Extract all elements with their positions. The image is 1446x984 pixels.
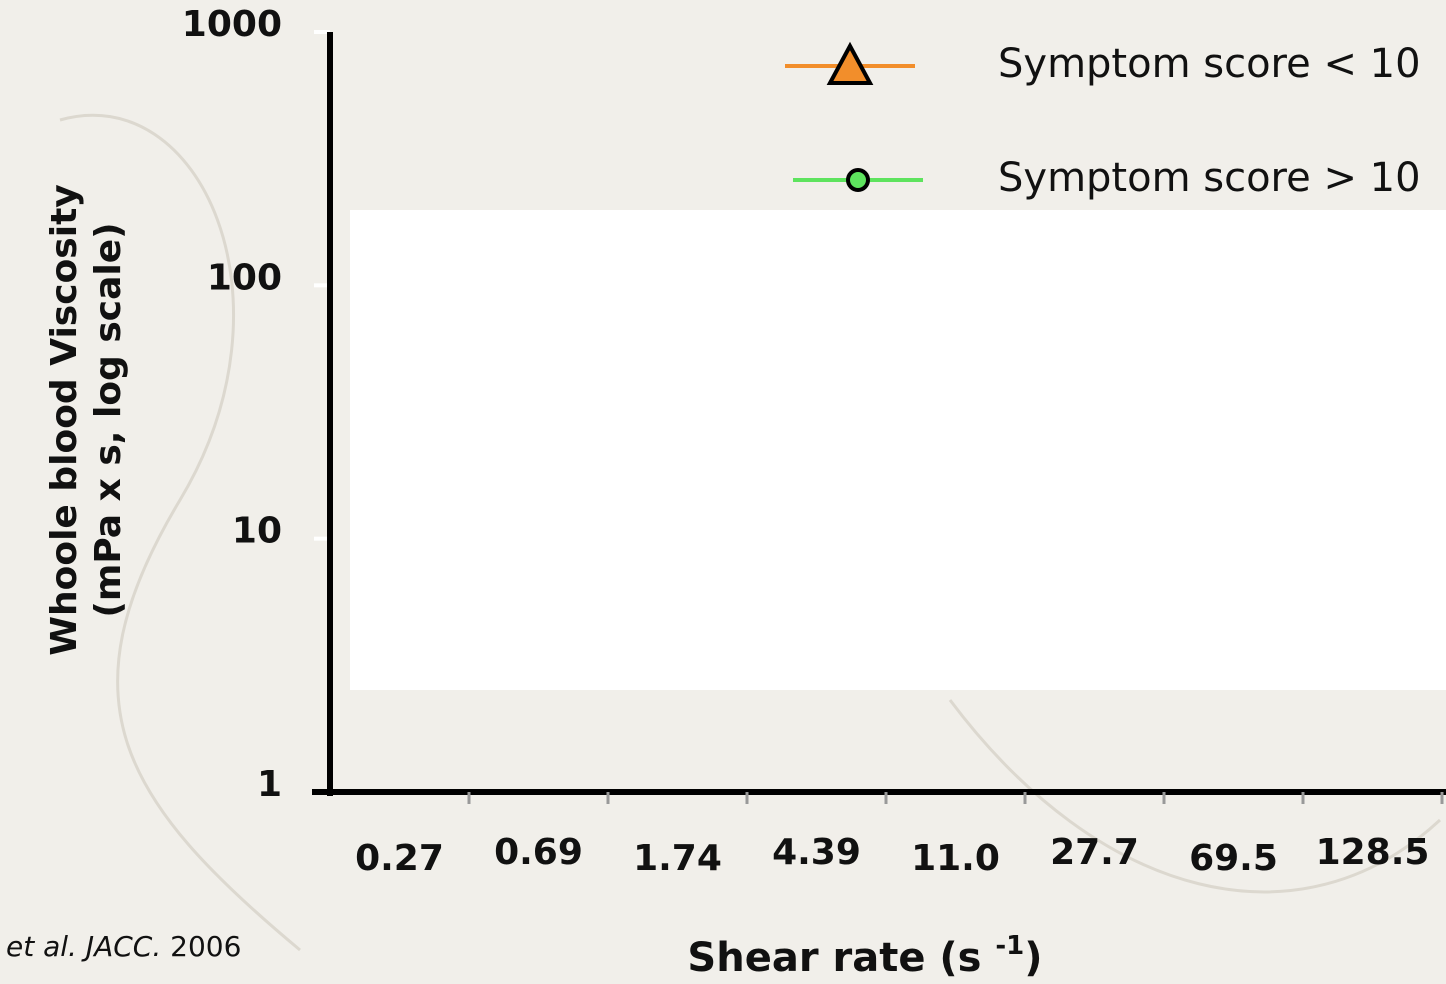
x-axis-label: Shear rate (s -1) (687, 931, 1042, 982)
x-label-sup: -1 (995, 931, 1024, 961)
source-year: 2006 (170, 930, 241, 963)
y-tick-label: 1000 (182, 4, 282, 45)
x-tick-label: 0.69 (494, 832, 583, 873)
x-label-part: Shear rate (s (687, 935, 995, 981)
x-tick-label: 0.27 (355, 838, 444, 879)
x-tick-label: 11.0 (911, 838, 1000, 879)
x-tick-label: 4.39 (772, 832, 861, 873)
sketch (59, 113, 301, 952)
legend-label: Symptom score < 10 (998, 41, 1421, 87)
x-label-part: ) (1024, 935, 1042, 981)
y-tick-label: 100 (207, 257, 282, 298)
legend-label: Symptom score > 10 (998, 155, 1421, 201)
y-axis-label: (mPa x s, log scale) (88, 222, 129, 617)
y-tick-label: 1 (257, 764, 282, 805)
y-tick-label: 10 (232, 511, 282, 552)
plot-panel (350, 210, 1446, 690)
x-tick-label: 69.5 (1189, 838, 1278, 879)
y-axis-label: Whoole blood Viscosity (44, 184, 85, 655)
legend-marker (846, 168, 870, 192)
sketch (948, 699, 1442, 894)
x-tick-label: 128.5 (1316, 832, 1430, 873)
legend-marker (826, 41, 874, 85)
x-tick-label: 1.74 (633, 838, 722, 879)
x-tick-label: 27.7 (1050, 832, 1139, 873)
source-italic: et al. JACC. (6, 930, 161, 963)
source-note: et al. JACC. 2006 (6, 930, 241, 963)
